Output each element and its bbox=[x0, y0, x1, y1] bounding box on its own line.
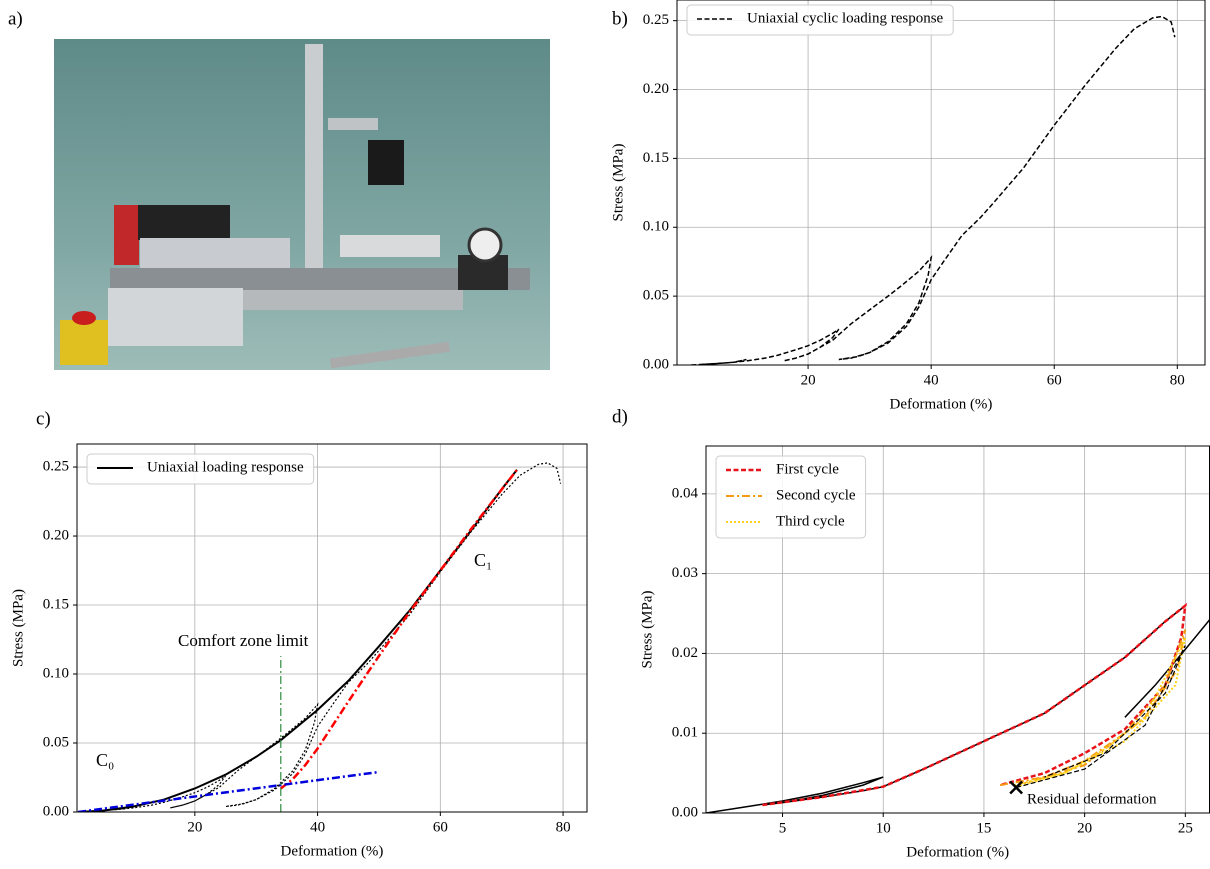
series-line bbox=[999, 629, 1187, 787]
series-line bbox=[1016, 645, 1186, 789]
y-tick-label: 0.03 bbox=[672, 565, 698, 581]
x-tick-label: 80 bbox=[1170, 372, 1185, 388]
y-tick-label: 0.05 bbox=[643, 288, 669, 304]
chart: b) 0.00 0.05 0.10 0.15 0.20 0.25 20 40 60 80 Deform… bbox=[610, 0, 1206, 412]
y-axis-label: Stress (MPa) bbox=[639, 591, 655, 669]
x-tick-label: 5 bbox=[779, 820, 787, 836]
y-tick-label: 0.25 bbox=[43, 458, 69, 474]
legend-label: Third cycle bbox=[776, 513, 845, 529]
marker bbox=[1009, 780, 1024, 795]
annotation: C₁ bbox=[474, 550, 492, 570]
series-line bbox=[691, 15, 1176, 365]
y-tick-label: 0.20 bbox=[43, 527, 69, 543]
x-tick-label: 20 bbox=[187, 819, 202, 835]
y-tick-label: 0.00 bbox=[643, 356, 669, 372]
y-tick-label: 0.10 bbox=[643, 219, 669, 235]
y-tick-label: 0.25 bbox=[643, 12, 669, 28]
x-tick-label: 60 bbox=[433, 819, 448, 835]
plot-frame bbox=[676, 0, 1206, 366]
marker-stroke bbox=[1009, 780, 1024, 795]
panel-label: b) bbox=[612, 8, 628, 29]
plot-area bbox=[691, 15, 1176, 365]
x-tick-label: 10 bbox=[876, 820, 891, 836]
photo bbox=[54, 39, 550, 370]
series-line bbox=[762, 602, 1187, 807]
x-tick-label: 60 bbox=[1047, 372, 1062, 388]
x-tick-label: 80 bbox=[556, 819, 571, 835]
legend: Uniaxial cyclic loading response bbox=[686, 4, 954, 36]
plot-area bbox=[706, 602, 1210, 813]
x-tick-label: 20 bbox=[1077, 820, 1092, 836]
chart: d) 0.00 0.01 0.02 0.03 0.04 5 10 15 20 25 Deformati… bbox=[612, 406, 1210, 860]
legend-frame bbox=[715, 455, 867, 539]
legend: First cycle Second cycle Third cycle bbox=[715, 455, 867, 539]
y-tick-label: 0.00 bbox=[672, 804, 698, 820]
plot-area bbox=[78, 462, 562, 812]
annotation: Residual deformation bbox=[1027, 791, 1157, 807]
series-line bbox=[78, 770, 380, 812]
series-line bbox=[706, 605, 1186, 813]
plot-frame bbox=[76, 443, 588, 813]
legend-frame bbox=[686, 4, 954, 36]
x-tick-label: 40 bbox=[310, 819, 325, 835]
legend-label: First cycle bbox=[776, 461, 839, 477]
legend-label: Uniaxial cyclic loading response bbox=[747, 10, 944, 26]
legend-label: Uniaxial loading response bbox=[147, 459, 304, 475]
y-tick-label: 0.05 bbox=[43, 734, 69, 750]
annotation: C₀ bbox=[96, 750, 114, 770]
x-tick-label: 15 bbox=[976, 820, 991, 836]
x-axis-label: Deformation (%) bbox=[906, 844, 1009, 860]
series-line bbox=[1013, 637, 1187, 788]
y-tick-label: 0.01 bbox=[672, 725, 698, 741]
x-tick-label: 25 bbox=[1178, 820, 1193, 836]
y-axis-label: Stress (MPa) bbox=[610, 144, 626, 222]
series-line bbox=[78, 462, 562, 812]
y-tick-label: 0.15 bbox=[643, 150, 669, 166]
chart: c) 0.00 0.05 0.10 0.15 0.20 0.25 20 40 60 80 Deform… bbox=[10, 408, 588, 859]
y-tick-label: 0.15 bbox=[43, 596, 69, 612]
legend: Uniaxial loading response bbox=[86, 453, 315, 485]
panel-label: c) bbox=[36, 408, 51, 429]
y-tick-label: 0.20 bbox=[643, 81, 669, 97]
y-axis-label: Stress (MPa) bbox=[10, 589, 26, 667]
x-tick-label: 20 bbox=[801, 372, 816, 388]
y-tick-label: 0.04 bbox=[672, 485, 699, 501]
y-tick-label: 0.02 bbox=[672, 645, 698, 661]
y-tick-label: 0.00 bbox=[43, 803, 69, 819]
panel-label: a) bbox=[8, 8, 23, 29]
x-axis-label: Deformation (%) bbox=[281, 843, 384, 859]
x-axis-label: Deformation (%) bbox=[890, 396, 993, 412]
x-tick-label: 40 bbox=[924, 372, 939, 388]
legend-label: Second cycle bbox=[776, 487, 856, 503]
y-tick-label: 0.10 bbox=[43, 665, 69, 681]
annotation: Comfort zone limit bbox=[178, 631, 309, 650]
series-line bbox=[1124, 618, 1210, 718]
panel-label: d) bbox=[612, 406, 628, 427]
legend-frame bbox=[86, 453, 315, 485]
